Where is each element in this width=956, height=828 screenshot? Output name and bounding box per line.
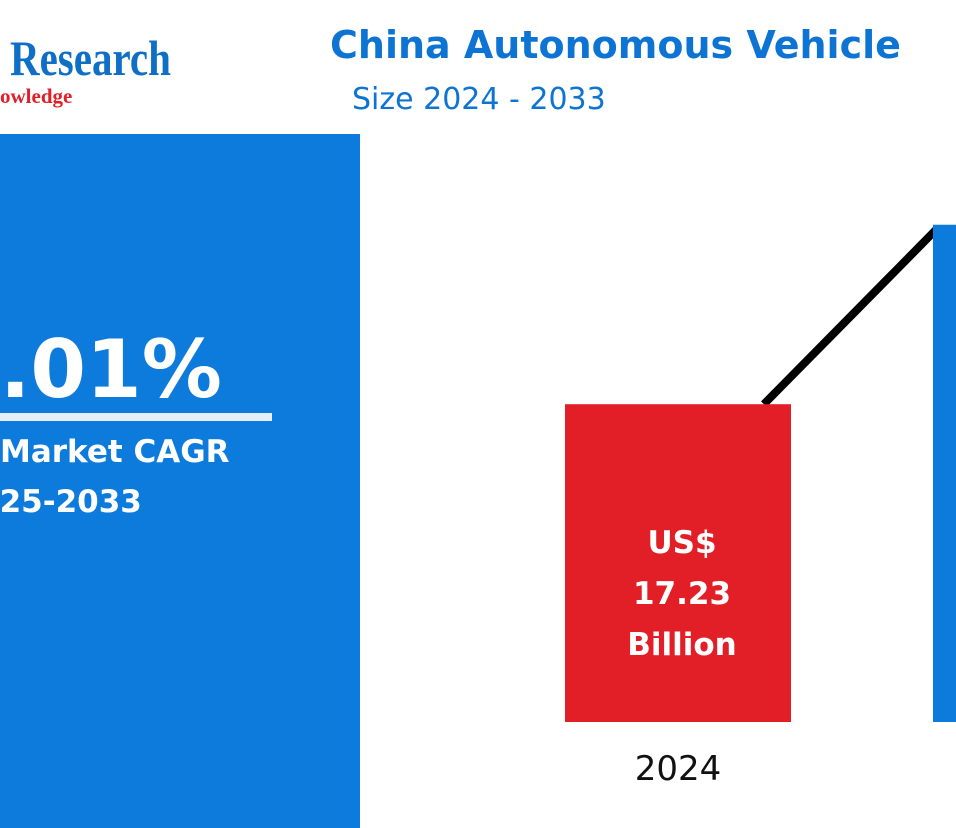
chart-subtitle: Size 2024 - 2033 bbox=[352, 82, 606, 117]
trend-line bbox=[761, 225, 940, 408]
cagr-period: 025-2033 bbox=[0, 484, 142, 520]
logo-wordmark: Research bbox=[10, 30, 171, 86]
data-label-2024-2: Billion bbox=[627, 627, 737, 663]
logo-tagline: owledge bbox=[0, 84, 73, 108]
chart-title: China Autonomous Vehicle bbox=[330, 23, 901, 67]
cagr-value: .01% bbox=[0, 323, 222, 416]
data-label-2024-1: 17.23 bbox=[633, 576, 731, 612]
bar-2024 bbox=[565, 404, 791, 722]
x-tick-label-2024: 2024 bbox=[635, 749, 722, 789]
cagr-panel bbox=[0, 134, 360, 828]
cagr-label: Market CAGR bbox=[0, 434, 230, 470]
cagr-divider bbox=[0, 413, 272, 421]
bar-2033 bbox=[933, 224, 956, 722]
data-label-2024-0: US$ bbox=[647, 525, 716, 561]
